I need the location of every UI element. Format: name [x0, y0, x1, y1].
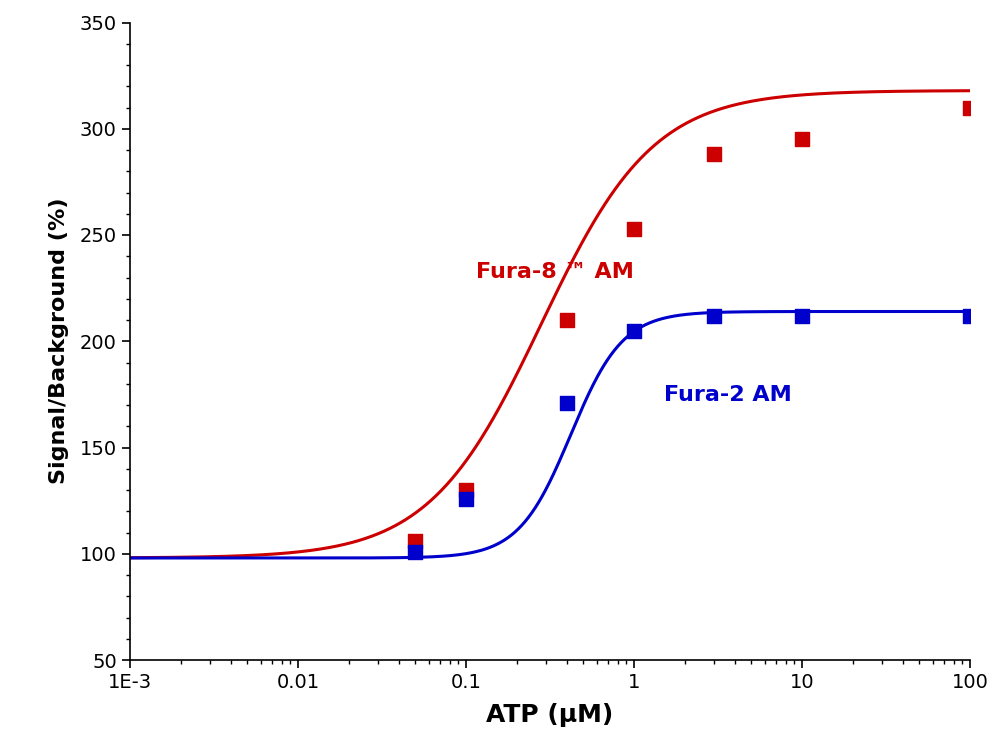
Point — [626, 223, 642, 235]
Point — [794, 134, 810, 146]
Text: Fura-2 AM: Fura-2 AM — [664, 385, 791, 405]
Point — [962, 310, 978, 322]
Y-axis label: Signal/Background (%): Signal/Background (%) — [49, 198, 69, 484]
Point — [458, 493, 474, 505]
X-axis label: ATP (μM): ATP (μM) — [486, 704, 614, 728]
Point — [706, 148, 722, 160]
Point — [559, 397, 575, 409]
Point — [559, 314, 575, 326]
Point — [458, 484, 474, 496]
Point — [407, 535, 423, 547]
Text: Fura-8 ™ AM: Fura-8 ™ AM — [476, 262, 634, 281]
Point — [407, 546, 423, 558]
Point — [962, 101, 978, 113]
Point — [794, 310, 810, 322]
Point — [626, 325, 642, 337]
Point — [706, 310, 722, 322]
